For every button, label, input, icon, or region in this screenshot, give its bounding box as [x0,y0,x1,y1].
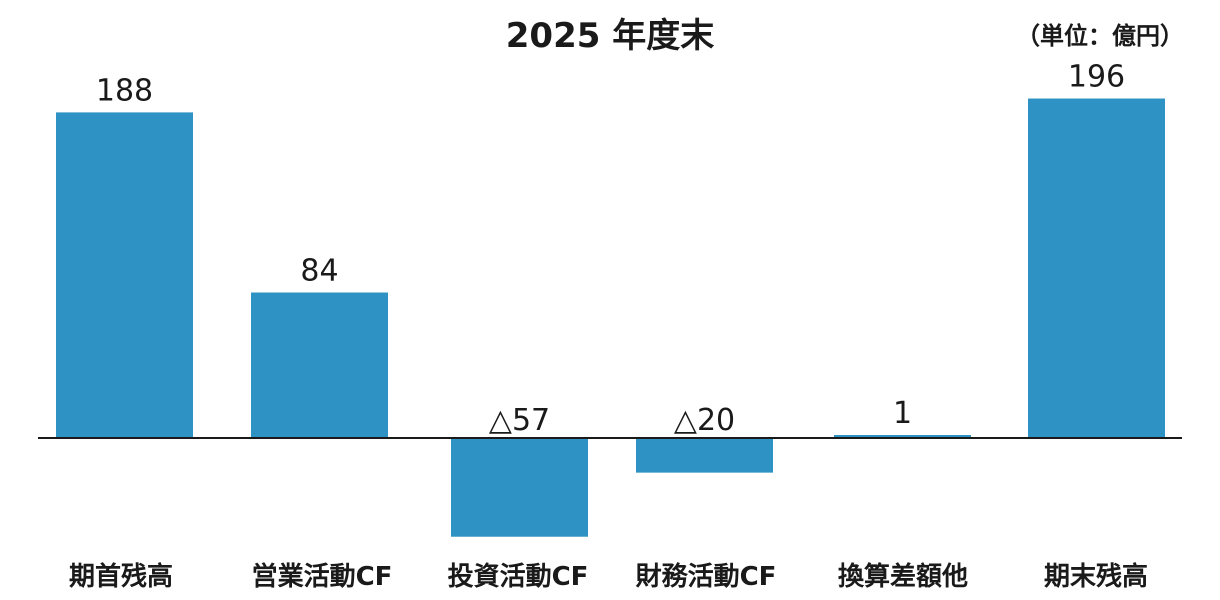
data-label-4: 1 [893,396,912,431]
category-label-3: 財務活動CF [636,562,777,592]
category-label-1: 営業活動CF [252,562,393,592]
bar-2 [451,438,588,537]
bar-3 [636,438,773,473]
bar-0 [56,112,193,438]
bar-1 [251,292,388,438]
unit-label: （単位：億円） [1016,22,1184,50]
bar-5 [1028,98,1165,438]
data-label-3: △20 [674,403,735,438]
category-label-5: 期末残高 [1044,561,1148,592]
category-label-0: 期首残高 [69,561,173,592]
data-label-1: 84 [300,254,338,289]
data-label-5: 196 [1068,60,1125,95]
bar-4 [834,435,971,438]
category-label-4: 換算差額他 [838,561,968,592]
data-label-2: △57 [489,403,550,438]
category-label-2: 投資活動CF [448,562,589,592]
chart-title: 2025 年度末 [505,16,715,56]
data-label-0: 188 [96,73,153,108]
